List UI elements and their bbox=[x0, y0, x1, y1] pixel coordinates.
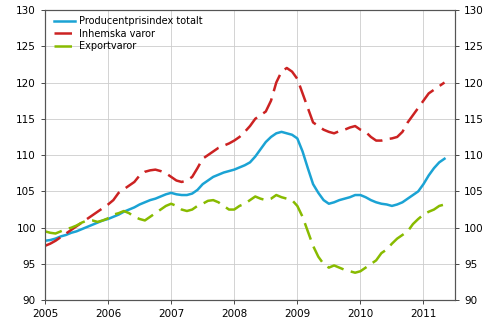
Exportvaror bbox=[174, 204, 180, 208]
Exportvaror bbox=[121, 209, 127, 213]
Producentprisindex totalt bbox=[442, 157, 448, 161]
Line: Inhemska varor: Inhemska varor bbox=[45, 68, 444, 246]
Inhemska varor bbox=[216, 146, 222, 150]
Producentprisindex totalt bbox=[178, 193, 184, 197]
Producentprisindex totalt bbox=[205, 179, 211, 182]
Exportvaror bbox=[442, 203, 448, 207]
Exportvaror bbox=[178, 208, 184, 212]
Producentprisindex totalt bbox=[263, 140, 269, 144]
Inhemska varor bbox=[42, 244, 48, 248]
Inhemska varor bbox=[205, 153, 211, 157]
Line: Exportvaror: Exportvaror bbox=[45, 195, 444, 273]
Producentprisindex totalt bbox=[216, 173, 222, 177]
Inhemska varor bbox=[442, 81, 448, 84]
Exportvaror bbox=[42, 229, 48, 233]
Inhemska varor bbox=[178, 180, 184, 184]
Inhemska varor bbox=[121, 187, 127, 191]
Exportvaror bbox=[216, 200, 222, 204]
Exportvaror bbox=[205, 199, 211, 203]
Line: Producentprisindex totalt: Producentprisindex totalt bbox=[45, 132, 444, 241]
Producentprisindex totalt bbox=[174, 192, 180, 196]
Producentprisindex totalt bbox=[42, 239, 48, 243]
Inhemska varor bbox=[174, 179, 180, 182]
Exportvaror bbox=[274, 193, 280, 197]
Legend: Producentprisindex totalt, Inhemska varor, Exportvaror: Producentprisindex totalt, Inhemska varo… bbox=[54, 16, 203, 51]
Exportvaror bbox=[263, 198, 269, 202]
Producentprisindex totalt bbox=[278, 130, 284, 134]
Producentprisindex totalt bbox=[121, 210, 127, 214]
Inhemska varor bbox=[263, 110, 269, 114]
Exportvaror bbox=[352, 271, 358, 275]
Inhemska varor bbox=[284, 66, 290, 70]
